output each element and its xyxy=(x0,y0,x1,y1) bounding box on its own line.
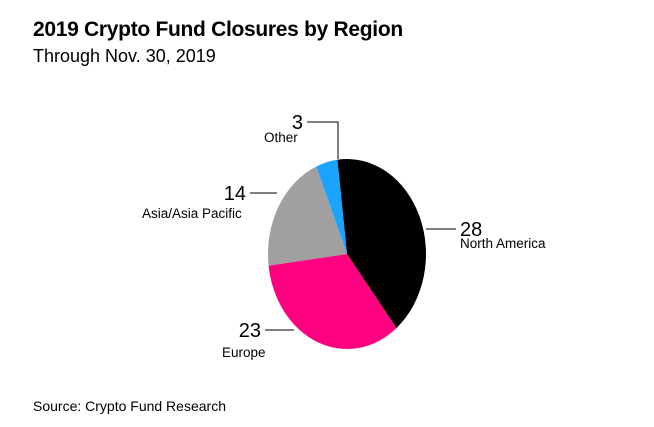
pie-slices xyxy=(268,159,426,349)
pie-slice-europe xyxy=(268,254,397,349)
chart-subtitle: Through Nov. 30, 2019 xyxy=(33,46,216,66)
slice-value-north-america: 28 xyxy=(460,219,482,241)
slice-label-asia-asia-pacific: Asia/Asia Pacific xyxy=(142,206,242,221)
slice-value-asia-asia-pacific: 14 xyxy=(224,183,246,205)
slice-label-europe: Europe xyxy=(222,345,266,360)
slice-value-other: 3 xyxy=(292,112,303,134)
slice-label-north-america: North America xyxy=(460,236,546,251)
leader-lines xyxy=(250,121,456,331)
leader-line-other xyxy=(307,121,339,159)
source-note: Source: Crypto Fund Research xyxy=(33,398,226,414)
slice-value-europe: 23 xyxy=(239,320,261,342)
pie-slice-north-america xyxy=(337,159,426,329)
pie-slice-asia-asia-pacific xyxy=(268,166,347,266)
slice-label-other: Other xyxy=(264,130,298,145)
chart-title: 2019 Crypto Fund Closures by Region xyxy=(33,18,403,41)
pie-slice-other xyxy=(316,159,347,254)
